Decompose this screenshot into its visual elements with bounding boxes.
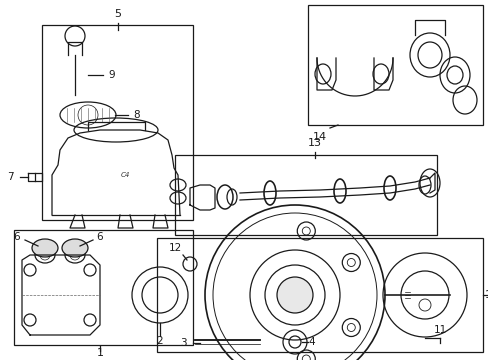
Text: 8: 8 bbox=[133, 110, 140, 120]
Bar bbox=[157, 238, 482, 352]
Text: 1: 1 bbox=[96, 348, 103, 358]
Bar bbox=[42, 25, 193, 220]
Text: 3: 3 bbox=[179, 338, 186, 348]
Text: C4: C4 bbox=[120, 172, 129, 178]
Text: 7: 7 bbox=[7, 172, 13, 182]
Ellipse shape bbox=[62, 239, 88, 257]
Text: 12: 12 bbox=[168, 243, 181, 253]
Text: 5: 5 bbox=[114, 9, 121, 19]
Text: 6: 6 bbox=[14, 232, 20, 242]
Bar bbox=[307, 5, 482, 125]
Text: 11: 11 bbox=[432, 325, 446, 335]
Text: 2: 2 bbox=[156, 336, 163, 346]
Text: 4: 4 bbox=[308, 337, 315, 347]
Bar bbox=[175, 155, 436, 235]
Text: 10: 10 bbox=[484, 290, 488, 300]
Text: 6: 6 bbox=[97, 232, 103, 242]
Bar bbox=[14, 230, 193, 345]
Text: 9: 9 bbox=[108, 70, 115, 80]
Text: 13: 13 bbox=[307, 138, 321, 148]
Ellipse shape bbox=[32, 239, 58, 257]
Ellipse shape bbox=[276, 277, 312, 313]
Text: 14: 14 bbox=[312, 132, 326, 142]
